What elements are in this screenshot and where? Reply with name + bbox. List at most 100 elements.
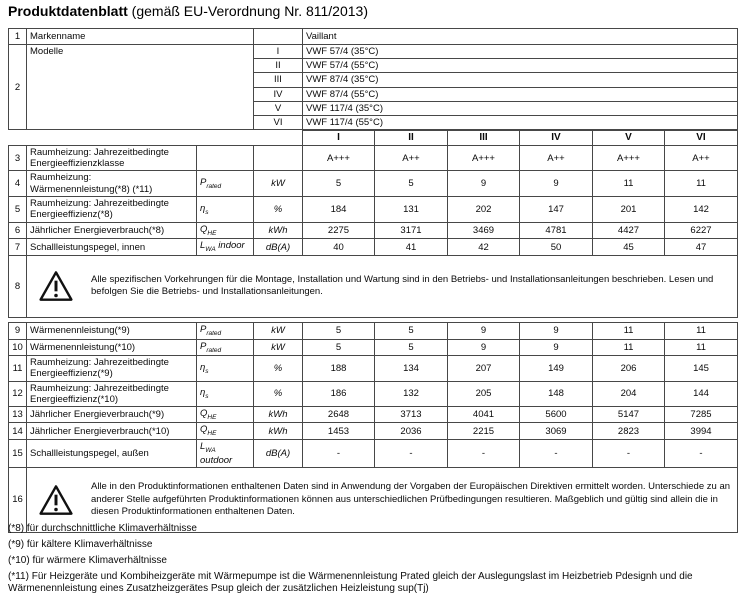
value-cell: A++: [519, 144, 593, 172]
row-label: Wärmenennleistung(*10): [26, 338, 197, 357]
value-cell: A++: [374, 144, 448, 172]
value-cell: -: [374, 439, 448, 468]
row-number: 8: [8, 254, 27, 318]
value-cell: 7285: [664, 405, 738, 424]
row-label: Schallleistungspegel, innen: [26, 238, 197, 256]
row-label: Schallleistungspegel, außen: [26, 439, 197, 468]
row-symbol: Prated: [196, 338, 254, 357]
value-cell: 11: [592, 170, 665, 197]
value-cell: 9: [519, 170, 593, 197]
model-name: VWF 117/4 (55°C): [302, 115, 738, 131]
row-number: 2: [8, 43, 27, 131]
value-cell: 2275: [302, 221, 375, 240]
value-cell: 204: [592, 380, 665, 407]
table-row: 12 Raumheizung: Jahrezeitbedingte Energi…: [8, 380, 738, 407]
row-number: 15: [8, 439, 27, 468]
title-suffix: (gemäß EU-Verordnung Nr. 811/2013): [127, 3, 368, 19]
row-unit: kW: [253, 322, 303, 340]
warning-cell: Alle in den Produktinformationen enthalt…: [26, 466, 738, 533]
row-unit: kW: [253, 170, 303, 197]
row-unit: %: [253, 355, 303, 382]
table-row: 2 Modelle I VWF 57/4 (35°C): [8, 43, 738, 131]
row-number: 5: [8, 195, 27, 223]
model-roman: IV: [253, 86, 303, 102]
value-cell: 144: [664, 380, 738, 407]
table-row: 11 Raumheizung: Jahrezeitbedingte Energi…: [8, 355, 738, 382]
row-number: 9: [8, 322, 27, 340]
row-symbol: QHE: [196, 221, 254, 240]
value-cell: 9: [447, 322, 520, 340]
value-cell: 5: [302, 170, 375, 197]
column-header: II: [374, 130, 448, 146]
table-row: 7 Schallleistungspegel, innen LWA indoor…: [8, 238, 738, 256]
row-unit: kW: [253, 338, 303, 357]
model-name: VWF 87/4 (55°C): [302, 86, 738, 102]
value-cell: 205: [447, 380, 520, 407]
page-title: Produktdatenblatt (gemäß EU-Verordnung N…: [8, 3, 368, 19]
warning-triangle-icon: [39, 271, 73, 302]
row-label: Modelle: [26, 43, 254, 131]
value-cell: 188: [302, 355, 375, 382]
value-cell: 11: [592, 338, 665, 357]
value-cell: 5147: [592, 405, 665, 424]
row-number: 3: [8, 144, 27, 172]
column-header: VI: [664, 130, 738, 146]
row-unit: kWh: [253, 405, 303, 424]
value-cell: A+++: [302, 144, 375, 172]
value-cell: -: [519, 439, 593, 468]
value-cell: A+++: [592, 144, 665, 172]
value-cell: 2036: [374, 422, 448, 440]
value-cell: 147: [519, 195, 593, 223]
value-cell: 3069: [519, 422, 593, 440]
table-row: 9 Wärmenennleistung(*9) Prated kW 5 5 9 …: [8, 322, 738, 340]
value-cell: 50: [519, 238, 593, 256]
row-label: Raumheizung: Jahrezeitbedingte Energieef…: [26, 195, 197, 223]
row-number: 1: [8, 28, 27, 45]
table-row: 15 Schallleistungspegel, außen LWA outdo…: [8, 439, 738, 468]
value-cell: 132: [374, 380, 448, 407]
footnote: (*8) für durchschnittliche Klimaverhältn…: [8, 523, 197, 534]
value-cell: 47: [664, 238, 738, 256]
row-number: 7: [8, 238, 27, 256]
value-cell: 3469: [447, 221, 520, 240]
value-cell: -: [664, 439, 738, 468]
row-label: Raumheizung: Jahrezeitbedingte Energieef…: [26, 380, 197, 407]
warning-cell: Alle spezifischen Vorkehrungen für die M…: [26, 254, 738, 318]
row-number: 6: [8, 221, 27, 240]
spacer-cell: [254, 131, 303, 146]
row-symbol: LWA outdoor: [196, 439, 254, 468]
value-cell: 4427: [592, 221, 665, 240]
row-symbol: Prated: [196, 170, 254, 197]
value-cell: 9: [447, 338, 520, 357]
data-table-average-climate: I II III IV V VI 3 Raumheizung: Jahrezei…: [8, 130, 738, 318]
value-cell: 4041: [447, 405, 520, 424]
row-unit: dB(A): [253, 238, 303, 256]
model-roman: II: [253, 58, 303, 74]
table-row: 4 Raumheizung: Wärmenennleistung(*8) (*1…: [8, 170, 738, 197]
footnotes: (*8) für durchschnittliche Klimaverhältn…: [8, 523, 739, 599]
model-roman: I: [253, 43, 303, 60]
model-name: VWF 117/4 (35°C): [302, 100, 738, 117]
value-cell: 1453: [302, 422, 375, 440]
warning-text: Alle in den Produktinformationen enthalt…: [91, 481, 731, 517]
value-cell: 145: [664, 355, 738, 382]
row-number: 4: [8, 170, 27, 197]
model-name: VWF 57/4 (35°C): [302, 43, 738, 60]
table-row: 6 Jährlicher Energieverbrauch(*8) QHE kW…: [8, 221, 738, 240]
table-row: 10 Wärmenennleistung(*10) Prated kW 5 5 …: [8, 338, 738, 357]
value-cell: 40: [302, 238, 375, 256]
value-cell: 2648: [302, 405, 375, 424]
value-cell: -: [447, 439, 520, 468]
row-unit: [253, 144, 303, 172]
warning-triangle-icon: [39, 484, 73, 515]
data-table-cold-warm-climate: 9 Wärmenennleistung(*9) Prated kW 5 5 9 …: [8, 322, 738, 533]
row-unit: kWh: [253, 422, 303, 440]
column-header: I: [302, 130, 375, 146]
value-cell: 11: [664, 338, 738, 357]
value-cell: 149: [519, 355, 593, 382]
value-cell: 4781: [519, 221, 593, 240]
footnote: (*11) Für Heizgeräte und Kombiheizgeräte…: [8, 571, 693, 594]
column-header: IV: [519, 130, 593, 146]
value-cell: 41: [374, 238, 448, 256]
row-symbol: LWA indoor: [196, 238, 254, 256]
